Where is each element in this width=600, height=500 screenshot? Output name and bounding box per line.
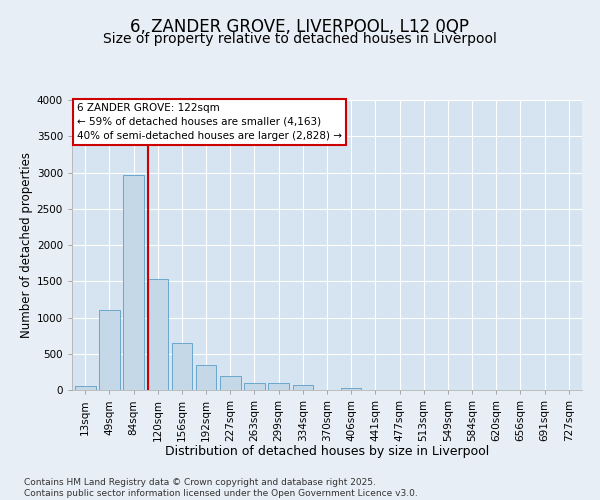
X-axis label: Distribution of detached houses by size in Liverpool: Distribution of detached houses by size … <box>165 446 489 458</box>
Bar <box>99 310 120 390</box>
Bar <box>75 386 95 390</box>
Bar <box>196 366 217 390</box>
Bar <box>293 386 313 390</box>
Bar <box>148 279 168 390</box>
Bar <box>220 376 241 390</box>
Text: Contains HM Land Registry data © Crown copyright and database right 2025.
Contai: Contains HM Land Registry data © Crown c… <box>24 478 418 498</box>
Bar <box>244 384 265 390</box>
Bar <box>172 343 192 390</box>
Text: 6, ZANDER GROVE, LIVERPOOL, L12 0QP: 6, ZANDER GROVE, LIVERPOOL, L12 0QP <box>131 18 470 36</box>
Bar <box>268 384 289 390</box>
Y-axis label: Number of detached properties: Number of detached properties <box>20 152 32 338</box>
Bar <box>124 174 144 390</box>
Text: 6 ZANDER GROVE: 122sqm
← 59% of detached houses are smaller (4,163)
40% of semi-: 6 ZANDER GROVE: 122sqm ← 59% of detached… <box>77 103 342 141</box>
Text: Size of property relative to detached houses in Liverpool: Size of property relative to detached ho… <box>103 32 497 46</box>
Bar <box>341 388 361 390</box>
